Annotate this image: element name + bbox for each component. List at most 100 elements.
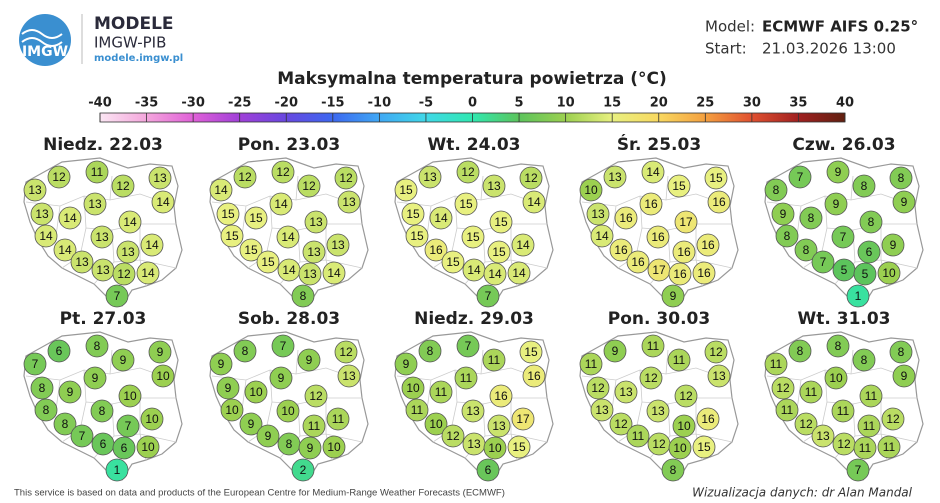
- station-value: 13: [342, 195, 356, 209]
- station-value: 13: [712, 369, 726, 383]
- title: Maksymalna temperatura powietrza (°C): [277, 69, 667, 89]
- station-value: 15: [446, 255, 460, 269]
- station-marker: [334, 166, 358, 190]
- station-marker: [429, 206, 453, 230]
- station-value: 9: [92, 371, 99, 385]
- station-marker: [239, 412, 263, 436]
- station-marker: [614, 206, 638, 230]
- panel-title: Niedz. 22.03: [43, 135, 163, 155]
- station-marker: [889, 166, 913, 190]
- station-marker: [696, 233, 720, 257]
- station-value: 10: [677, 419, 691, 433]
- station-marker: [233, 339, 257, 363]
- station-marker: [58, 206, 82, 230]
- station-marker: [418, 339, 442, 363]
- station-marker: [603, 339, 627, 363]
- station-marker: [209, 178, 233, 202]
- station-marker: [824, 192, 848, 216]
- station-value: 15: [697, 440, 711, 454]
- station-value: 9: [612, 344, 619, 358]
- station-value: 16: [527, 369, 541, 383]
- station-value: 16: [619, 211, 633, 225]
- station-value: 15: [410, 229, 424, 243]
- station-marker: [304, 210, 328, 234]
- panel-title: Czw. 26.03: [792, 135, 895, 155]
- station-marker: [487, 414, 511, 438]
- panel-title: Wt. 24.03: [427, 135, 520, 155]
- logo-text: IMGW: [22, 44, 68, 60]
- station-value: 16: [701, 412, 715, 426]
- station-marker: [667, 348, 691, 372]
- station-value: 9: [890, 238, 897, 252]
- station-marker: [111, 348, 135, 372]
- station-marker: [112, 262, 136, 286]
- station-value: 12: [524, 171, 538, 185]
- station-value: 9: [901, 369, 908, 383]
- station-marker: [337, 190, 361, 214]
- station-value: 15: [399, 183, 413, 197]
- station-value: 14: [488, 267, 502, 281]
- station-marker: [661, 284, 685, 308]
- station-value: 16: [644, 197, 658, 211]
- station-marker: [696, 407, 720, 431]
- station-marker: [140, 233, 164, 257]
- station-value: 15: [459, 197, 473, 211]
- station-marker: [136, 261, 160, 285]
- station-marker: [30, 376, 54, 400]
- station-marker: [233, 165, 257, 189]
- station-marker: [151, 190, 175, 214]
- station-value: 12: [837, 437, 851, 451]
- station-value: 7: [114, 289, 121, 303]
- station-marker: [707, 364, 731, 388]
- station-marker: [441, 424, 465, 448]
- station-value: 11: [770, 357, 783, 371]
- colorbar-label: -25: [228, 96, 252, 111]
- station-value: 8: [808, 211, 815, 225]
- station-value: 8: [670, 463, 677, 477]
- station-value: 6: [121, 441, 128, 455]
- station-value: 12: [339, 345, 353, 359]
- station-marker: [461, 399, 485, 423]
- station-marker: [859, 210, 883, 234]
- station-value: 8: [773, 183, 780, 197]
- station-marker: [461, 225, 485, 249]
- station-value: 13: [595, 403, 609, 417]
- station-value: 8: [300, 289, 307, 303]
- station-value: 7: [840, 230, 847, 244]
- station-value: 12: [799, 417, 813, 431]
- station-value: 13: [121, 245, 135, 259]
- station-value: 11: [781, 403, 794, 417]
- station-marker: [269, 366, 293, 390]
- station-value: 11: [859, 441, 872, 455]
- station-marker: [877, 261, 901, 285]
- station-marker: [394, 178, 418, 202]
- station-marker: [23, 178, 47, 202]
- station-value: 13: [619, 385, 633, 399]
- station-value: 9: [67, 385, 74, 399]
- start-label: Start:: [705, 40, 747, 58]
- station-value: 14: [123, 215, 137, 229]
- station-value: 13: [153, 171, 167, 185]
- station-value: 14: [58, 243, 72, 257]
- station-marker: [857, 414, 881, 438]
- station-value: 10: [145, 412, 159, 426]
- station-marker: [334, 340, 358, 364]
- station-value: 14: [274, 197, 288, 211]
- station-value: 14: [282, 263, 296, 277]
- station-value: 13: [303, 267, 317, 281]
- station-value: 17: [652, 263, 666, 277]
- start: 21.03.2026 13:00: [762, 40, 896, 58]
- station-value: 9: [833, 197, 840, 211]
- station-marker: [881, 233, 905, 257]
- station-value: 11: [411, 403, 424, 417]
- station-value: 9: [157, 345, 164, 359]
- station-value: 16: [697, 266, 711, 280]
- station-marker: [298, 436, 322, 460]
- station-value: 9: [835, 165, 842, 179]
- station-value: 14: [281, 230, 295, 244]
- station-value: 12: [709, 345, 723, 359]
- station-value: 12: [461, 165, 475, 179]
